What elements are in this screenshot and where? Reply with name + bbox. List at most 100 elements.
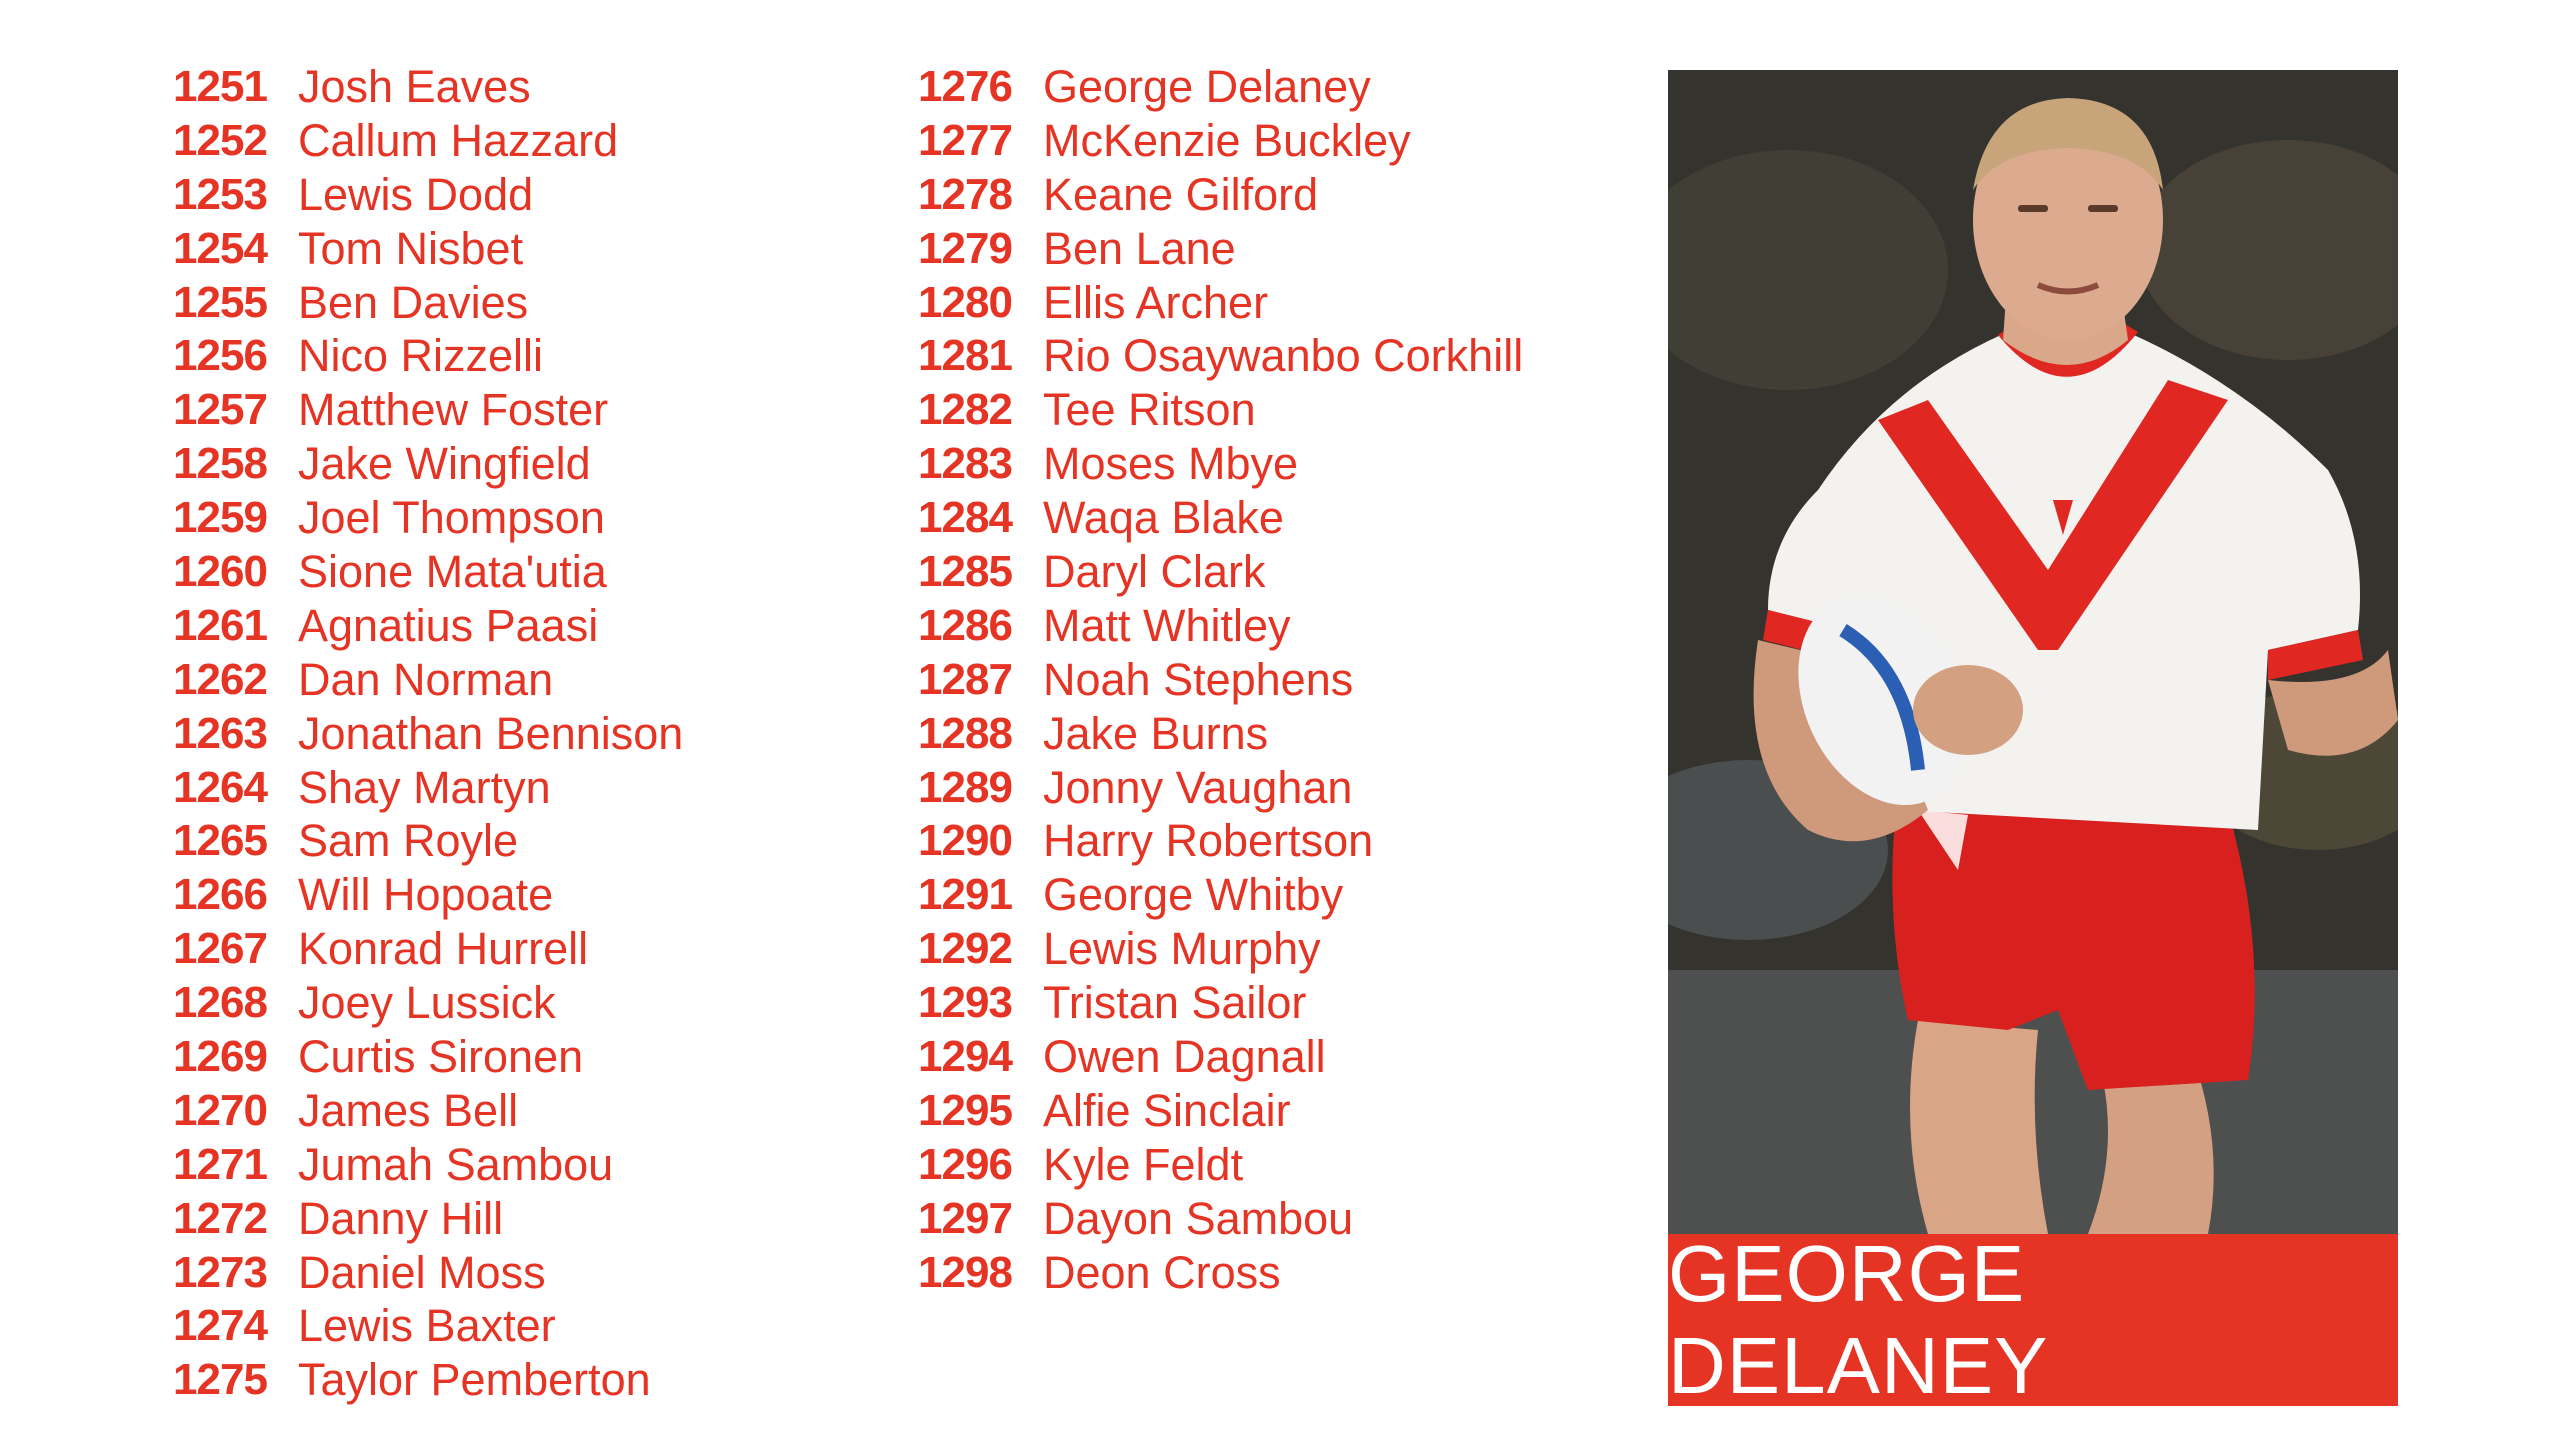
player-name: Harry Robertson	[1043, 815, 1374, 867]
player-number: 1297	[918, 1193, 1013, 1243]
player-name: Jumah Sambou	[298, 1138, 614, 1190]
player-row: 1266 Will Hopoate	[170, 868, 683, 922]
player-name: Ben Davies	[298, 276, 529, 328]
player-name: McKenzie Buckley	[1043, 114, 1411, 166]
player-number: 1287	[918, 654, 1013, 704]
player-number: 1284	[918, 493, 1013, 543]
player-row: 1260 Sione Mata'utia	[170, 545, 683, 599]
player-number: 1268	[173, 978, 268, 1028]
player-number: 1264	[173, 762, 268, 812]
player-name: Tom Nisbet	[298, 222, 524, 274]
player-row: 1273 Daniel Moss	[170, 1246, 683, 1300]
player-row: 1274 Lewis Baxter	[170, 1299, 683, 1353]
player-number: 1271	[173, 1139, 268, 1189]
player-number: 1286	[918, 600, 1013, 650]
player-number: 1276	[918, 61, 1013, 111]
player-row: 1295 Alfie Sinclair	[915, 1084, 1523, 1138]
player-number: 1294	[918, 1031, 1013, 1081]
player-number: 1280	[918, 277, 1013, 327]
player-number: 1283	[918, 439, 1013, 489]
player-row: 1268 Joey Lussick	[170, 976, 683, 1030]
player-row: 1255 Ben Davies	[170, 276, 683, 330]
player-number: 1252	[173, 115, 268, 165]
player-number: 1279	[918, 223, 1013, 273]
player-name: Sam Royle	[298, 815, 519, 867]
player-photo	[1668, 70, 2398, 1234]
player-row: 1292 Lewis Murphy	[915, 922, 1523, 976]
player-number: 1262	[173, 654, 268, 704]
player-number: 1290	[918, 816, 1013, 866]
player-name: Callum Hazzard	[298, 114, 619, 166]
player-number: 1278	[918, 169, 1013, 219]
player-number: 1253	[173, 169, 268, 219]
player-row: 1251 Josh Eaves	[170, 60, 683, 114]
player-number: 1263	[173, 708, 268, 758]
player-name: Agnatius Paasi	[298, 599, 599, 651]
player-row: 1294 Owen Dagnall	[915, 1030, 1523, 1084]
player-row: 1285 Daryl Clark	[915, 545, 1523, 599]
player-row: 1271 Jumah Sambou	[170, 1138, 683, 1192]
player-name: Lewis Baxter	[298, 1300, 556, 1352]
player-row: 1252 Callum Hazzard	[170, 114, 683, 168]
player-number: 1288	[918, 708, 1013, 758]
player-row: 1288 Jake Burns	[915, 707, 1523, 761]
player-list-right: 1276 George Delaney 1277 McKenzie Buckley 12…	[915, 60, 1523, 1299]
player-row: 1258 Jake Wingfield	[170, 437, 683, 491]
player-name: Jonny Vaughan	[1043, 761, 1353, 813]
player-number: 1255	[173, 277, 268, 327]
player-name: Keane Gilford	[1043, 168, 1319, 220]
player-row: 1280 Ellis Archer	[915, 276, 1523, 330]
player-name: Moses Mbye	[1043, 438, 1299, 490]
player-row: 1270 James Bell	[170, 1084, 683, 1138]
featured-player-card: GEORGE DELANEY	[1668, 70, 2398, 1410]
player-row: 1291 George Whitby	[915, 868, 1523, 922]
player-name: Tee Ritson	[1043, 384, 1256, 436]
player-name: George Delaney	[1043, 60, 1371, 112]
player-number: 1281	[918, 331, 1013, 381]
player-name: Ben Lane	[1043, 222, 1236, 274]
player-name: Joel Thompson	[298, 492, 605, 544]
player-name: Sione Mata'utia	[298, 545, 607, 597]
player-number: 1289	[918, 762, 1013, 812]
featured-player-name: GEORGE DELANEY	[1668, 1229, 2049, 1410]
player-row: 1289 Jonny Vaughan	[915, 761, 1523, 815]
player-name: James Bell	[298, 1084, 519, 1136]
player-row: 1261 Agnatius Paasi	[170, 599, 683, 653]
player-row: 1265 Sam Royle	[170, 814, 683, 868]
player-row: 1257 Matthew Foster	[170, 383, 683, 437]
player-name: Owen Dagnall	[1043, 1030, 1326, 1082]
player-number: 1266	[173, 870, 268, 920]
player-name: Lewis Murphy	[1043, 923, 1321, 975]
player-row: 1277 McKenzie Buckley	[915, 114, 1523, 168]
player-row: 1297 Dayon Sambou	[915, 1192, 1523, 1246]
player-name: Will Hopoate	[298, 869, 554, 921]
player-number: 1274	[173, 1301, 268, 1351]
player-number: 1256	[173, 331, 268, 381]
player-name: Shay Martyn	[298, 761, 551, 813]
player-row: 1282 Tee Ritson	[915, 383, 1523, 437]
player-number: 1273	[173, 1247, 268, 1297]
player-name: Jake Wingfield	[298, 438, 591, 490]
player-number: 1275	[173, 1355, 268, 1405]
rugby-player-photo-icon	[1668, 70, 2398, 1234]
player-name: Alfie Sinclair	[1043, 1084, 1291, 1136]
player-row: 1259 Joel Thompson	[170, 491, 683, 545]
player-number: 1260	[173, 546, 268, 596]
player-name: George Whitby	[1043, 869, 1344, 921]
player-number: 1265	[173, 816, 268, 866]
player-name: Joey Lussick	[298, 977, 556, 1029]
player-name: Dayon Sambou	[1043, 1192, 1354, 1244]
player-name: Daryl Clark	[1043, 545, 1266, 597]
player-row: 1279 Ben Lane	[915, 222, 1523, 276]
player-number: 1285	[918, 546, 1013, 596]
player-name: Rio Osaywanbo Corkhill	[1043, 330, 1524, 382]
player-name: Matt Whitley	[1043, 599, 1291, 651]
player-row: 1287 Noah Stephens	[915, 653, 1523, 707]
player-name: Curtis Sironen	[298, 1030, 584, 1082]
player-name: Jonathan Bennison	[298, 707, 684, 759]
player-number: 1293	[918, 978, 1013, 1028]
player-number: 1254	[173, 223, 268, 273]
player-row: 1290 Harry Robertson	[915, 814, 1523, 868]
player-name: Josh Eaves	[298, 60, 531, 112]
player-row: 1298 Deon Cross	[915, 1246, 1523, 1300]
